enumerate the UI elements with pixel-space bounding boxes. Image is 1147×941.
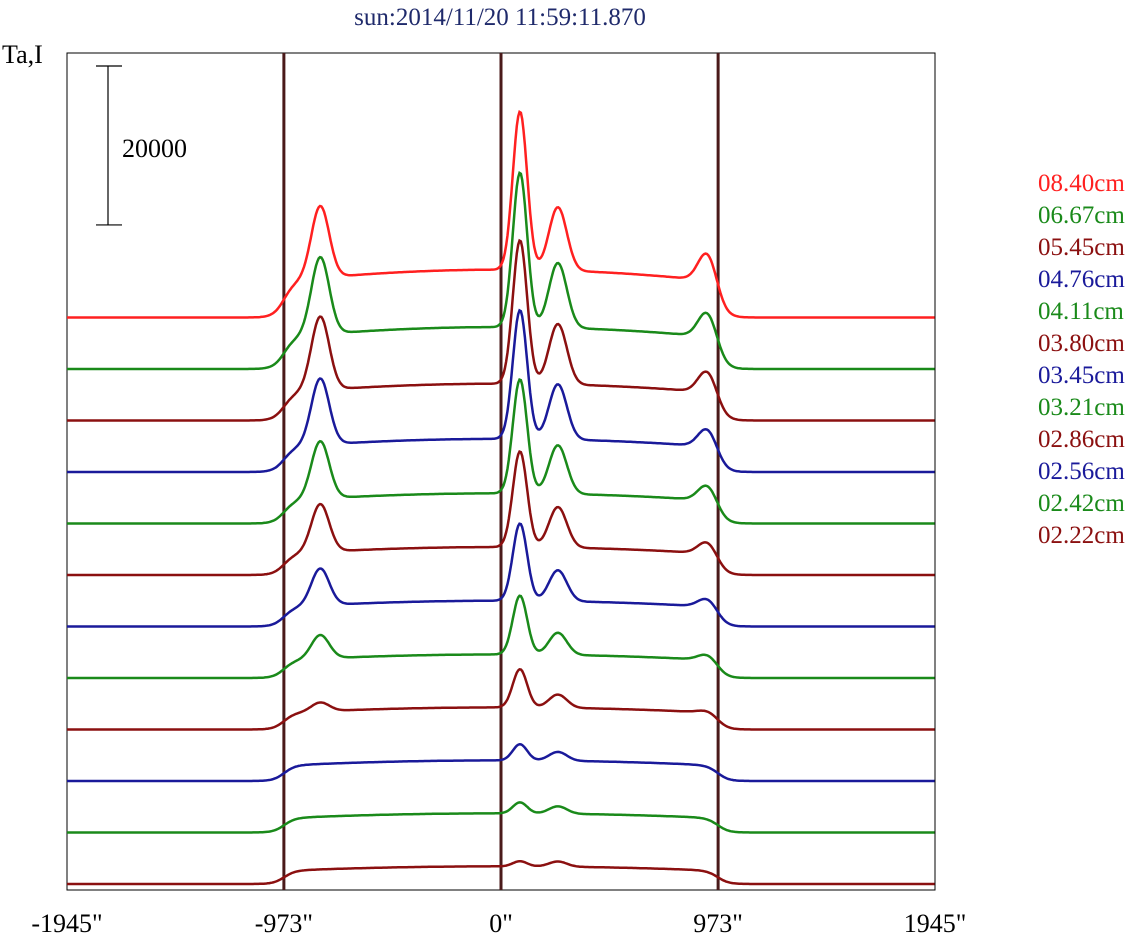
x-tick-label-4: 1945" [904, 909, 967, 938]
legend-entry-06.67cm: 06.67cm [1038, 202, 1125, 229]
series-line-03.45cm [67, 522, 935, 628]
chart-title: sun:2014/11/20 11:59:11.870 [354, 4, 646, 31]
x-tick-label-3: 973" [693, 909, 743, 938]
legend-entry-03.80cm: 03.80cm [1038, 330, 1125, 357]
legend-entry-04.11cm: 04.11cm [1038, 298, 1124, 325]
series-line-02.42cm [67, 801, 935, 834]
legend-entry-02.56cm: 02.56cm [1038, 458, 1125, 485]
x-tick-label-1: -973" [255, 909, 313, 938]
legend-entry-02.22cm: 02.22cm [1038, 522, 1125, 549]
legend-entry-08.40cm: 08.40cm [1038, 170, 1125, 197]
series-line-06.67cm [67, 170, 935, 371]
series-line-03.80cm [67, 449, 935, 577]
series-line-04.76cm [67, 308, 935, 474]
legend: 08.40cm 06.67cm 05.45cm 04.76cm 04.11cm 03.80… [1038, 168, 1125, 552]
scale-bar: 20000 [96, 65, 187, 226]
x-tick-labels: -1945" -973" 0" 973" 1945" [31, 909, 966, 938]
legend-entry-03.45cm: 03.45cm [1038, 362, 1125, 389]
scale-bar-label: 20000 [122, 134, 187, 163]
legend-entry-05.45cm: 05.45cm [1038, 234, 1125, 261]
series-line-02.56cm [67, 743, 935, 783]
series-line-05.45cm [67, 238, 935, 422]
series-line-02.22cm [67, 859, 935, 886]
series-line-04.11cm [67, 377, 935, 525]
y-axis-label: Ta,I [2, 40, 43, 69]
series-group [67, 109, 935, 886]
reference-lines [282, 53, 720, 890]
legend-entry-02.42cm: 02.42cm [1038, 490, 1125, 517]
series-line-02.86cm [67, 667, 935, 731]
series-line-03.21cm [67, 594, 935, 680]
x-tick-label-2: 0" [489, 909, 513, 938]
x-tick-label-0: -1945" [31, 909, 102, 938]
legend-entry-02.86cm: 02.86cm [1038, 426, 1125, 453]
legend-entry-03.21cm: 03.21cm [1038, 394, 1125, 421]
legend-entry-04.76cm: 04.76cm [1038, 266, 1125, 293]
series-line-08.40cm [67, 109, 935, 319]
